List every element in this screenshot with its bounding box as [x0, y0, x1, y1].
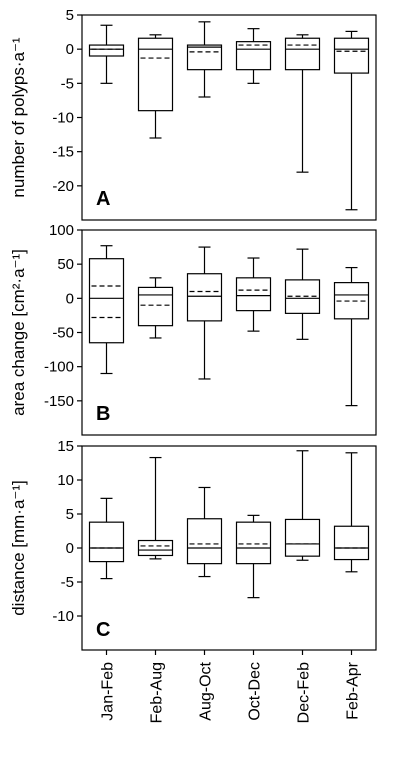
panel-A-y-tick-label: -15 — [52, 144, 74, 161]
panel-A-frame — [81, 14, 377, 221]
panel-A-y-tick-label: -5 — [61, 75, 74, 92]
panel-B-frame — [81, 229, 377, 436]
x-category-label: Jan-Feb — [100, 662, 117, 721]
box-Aug-Oct — [186, 44, 223, 71]
panel-letter-A: A — [96, 188, 110, 210]
panel-A-y-tick-label: 5 — [66, 7, 74, 24]
panel-B-y-tick-label: -50 — [52, 325, 74, 342]
box-Feb-Aug — [137, 37, 174, 112]
panel-B-y-tick-label: -150 — [44, 393, 74, 410]
panel-C-y-tick-label: 5 — [66, 506, 74, 523]
panel-A-y-tick-label: 0 — [66, 41, 74, 58]
box-Aug-Oct — [186, 518, 223, 565]
box-Oct-Dec — [235, 41, 272, 71]
panel-A-y-axis-label: number of polyps·a⁻¹ — [9, 37, 28, 197]
panel-C-y-tick-label: -10 — [52, 608, 74, 625]
panel-B-y-axis-label: area change [cm²·a⁻¹] — [9, 249, 28, 416]
panel-letter-B: B — [96, 403, 110, 425]
panel-A-y-tick-label: -20 — [52, 178, 74, 195]
box-Feb-Apr — [333, 37, 370, 74]
panel-A-y-tick-label: -10 — [52, 110, 74, 127]
panel-B-y-tick-label: -100 — [44, 359, 74, 376]
x-category-label: Feb-Aug — [149, 662, 166, 723]
box-Aug-Oct — [186, 273, 223, 322]
box-Oct-Dec — [235, 277, 272, 312]
box-Jan-Feb — [88, 521, 125, 563]
x-category-label: Aug-Oct — [198, 661, 215, 720]
x-category-label: Oct-Dec — [247, 662, 264, 721]
x-category-label: Dec-Feb — [296, 662, 313, 723]
panel-C-y-tick-label: 10 — [57, 472, 74, 489]
box-Oct-Dec — [235, 521, 272, 565]
panel-C-frame — [81, 445, 377, 651]
panel-B-y-tick-label: 100 — [49, 222, 74, 239]
panel-letter-C: C — [96, 619, 110, 641]
panel-C-y-tick-label: 15 — [57, 438, 74, 455]
x-category-label: Feb-Apr — [345, 661, 362, 719]
box-Dec-Feb — [284, 37, 321, 71]
panel-B-y-tick-label: 50 — [57, 256, 74, 273]
box-Feb-Aug — [137, 539, 174, 557]
box-Jan-Feb — [88, 44, 125, 57]
panel-B-y-tick-label: 0 — [66, 290, 74, 307]
panel-C-y-axis-label: distance [mm·a⁻¹] — [9, 480, 28, 616]
box-Dec-Feb — [284, 518, 321, 557]
box-Feb-Apr — [333, 525, 370, 561]
panel-C-y-tick-label: -5 — [61, 574, 74, 591]
panel-C-y-tick-label: 0 — [66, 540, 74, 557]
box-Feb-Aug — [137, 286, 174, 327]
box-Jan-Feb — [88, 258, 125, 344]
